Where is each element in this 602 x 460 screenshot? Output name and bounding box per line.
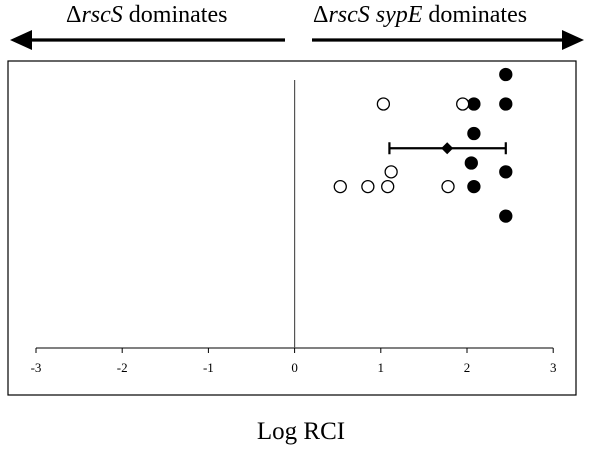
- open-data-point: [381, 179, 395, 194]
- x-tick-label: 2: [464, 360, 471, 375]
- x-axis: -3 -2 -1 0 1 2 3: [31, 80, 557, 375]
- x-tick-label: 0: [291, 360, 298, 375]
- filled-data-point: [467, 97, 481, 111]
- right-header-label: ΔrscS sypE dominates: [313, 2, 528, 28]
- open-data-point: [376, 97, 391, 111]
- filled-data-point: [467, 179, 481, 194]
- plot-frame: [7, 60, 577, 396]
- x-tick-label: -1: [203, 360, 214, 375]
- open-data-point: [441, 179, 455, 194]
- open-data-point: [384, 165, 398, 179]
- filled-data-point: [499, 165, 513, 179]
- filled-data-point: [499, 209, 513, 223]
- open-data-point: [361, 179, 375, 194]
- mean-diamond: [441, 142, 454, 155]
- open-data-point: [456, 97, 470, 111]
- x-tick-label: 3: [550, 360, 557, 375]
- header-arrows: [10, 30, 584, 50]
- data-marks: [333, 67, 513, 223]
- x-axis-label: Log RCI: [256, 418, 346, 445]
- filled-data-point: [499, 97, 513, 111]
- left-header-label: ΔrscS dominates: [66, 2, 228, 28]
- open-data-point: [333, 179, 347, 194]
- left-arrow-head: [10, 30, 32, 50]
- filled-data-point: [467, 126, 481, 141]
- x-tick-label: -2: [117, 360, 128, 375]
- filled-data-point: [499, 67, 513, 82]
- x-tick-label: 1: [378, 360, 385, 375]
- filled-data-point: [464, 156, 478, 170]
- x-tick-label: -3: [31, 360, 42, 375]
- right-arrow-head: [562, 30, 584, 50]
